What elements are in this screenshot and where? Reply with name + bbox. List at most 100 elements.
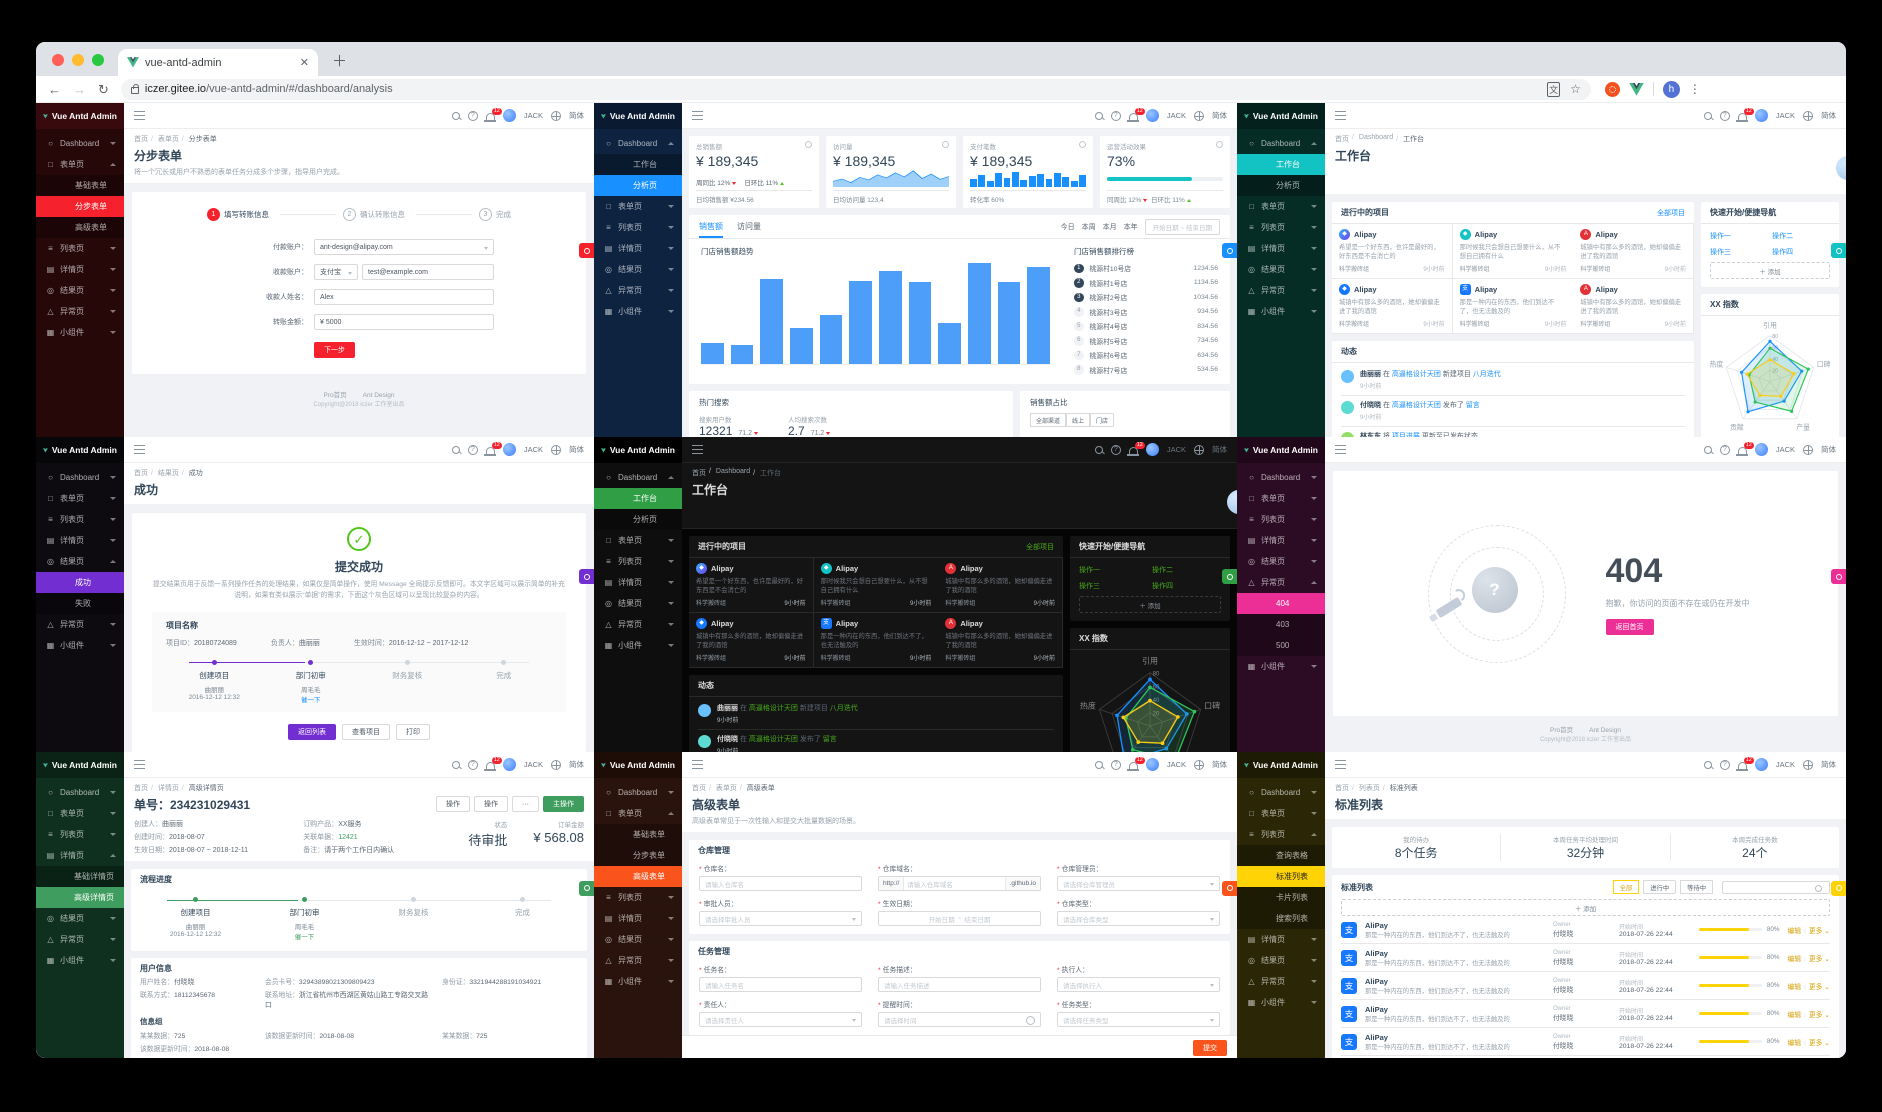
sidebar-item[interactable]: ◎ 结果页 bbox=[1237, 551, 1325, 572]
menu-collapse-icon[interactable] bbox=[692, 760, 703, 769]
sidebar-item[interactable]: ○ Dashboard bbox=[1237, 467, 1325, 488]
project-card[interactable]: 支 Alipay 那是一种内在的东西，他们到达不了，也无法触及的 科学搬砖组 9小时… bbox=[813, 613, 939, 668]
app-logo[interactable]: Vue Antd Admin bbox=[594, 437, 682, 463]
sidebar-item[interactable]: □ 表单页 bbox=[36, 154, 124, 175]
sidebar-item[interactable]: ▦ 小组件 bbox=[1237, 656, 1325, 677]
filter-waiting[interactable]: 等待中 bbox=[1680, 880, 1713, 894]
date-range-picker[interactable]: 开始日期 ~ 结束日期 bbox=[1144, 218, 1220, 235]
amount-input[interactable]: ¥ 5000 bbox=[314, 314, 494, 330]
sidebar-item[interactable]: ○ Dashboard bbox=[1237, 782, 1325, 803]
quick-link[interactable]: 操作四 bbox=[1152, 583, 1173, 590]
language-switch[interactable]: 简体 bbox=[569, 111, 584, 120]
help-icon[interactable]: ? bbox=[467, 759, 478, 770]
edit-link[interactable]: 编辑 bbox=[1787, 927, 1802, 935]
settings-gear[interactable] bbox=[579, 569, 594, 585]
globe-icon[interactable] bbox=[1194, 759, 1204, 770]
menu-collapse-icon[interactable] bbox=[134, 445, 145, 454]
settings-gear[interactable] bbox=[1222, 243, 1237, 259]
sidebar-item[interactable]: □ 表单页 bbox=[36, 488, 124, 509]
tab-sales[interactable]: 销售额 bbox=[699, 215, 723, 238]
sidebar-item[interactable]: ▤ 详情页 bbox=[1237, 530, 1325, 551]
field-input[interactable]: 请选择仓库类型 bbox=[1057, 911, 1220, 926]
project-card[interactable]: ◆ Alipay 那时候我只会想自己想要什么，从不想自己拥有什么 科学搬砖组 9小时… bbox=[813, 558, 939, 613]
project-card[interactable]: ◆ Alipay 希望是一个好东西，也许是最好的，好东西是不会消亡的 科学搬砖组 9… bbox=[689, 558, 814, 613]
edit-link[interactable]: 编辑 bbox=[1787, 955, 1802, 963]
print-button[interactable]: 打印 bbox=[396, 723, 430, 740]
field-input[interactable]: 请输入任务名 bbox=[699, 977, 862, 992]
address-bar[interactable]: iczer.gitee.io/vue-antd-admin/#/dashboar… bbox=[120, 78, 1591, 100]
sidebar-item[interactable]: □ 表单页 bbox=[594, 196, 682, 217]
edit-link[interactable]: 编辑 bbox=[1787, 1011, 1802, 1019]
globe-icon[interactable] bbox=[1803, 759, 1813, 770]
sidebar-item[interactable]: ◎ 结果页 bbox=[594, 259, 682, 280]
settings-gear[interactable] bbox=[1831, 880, 1846, 896]
payee-account-input[interactable]: test@example.com bbox=[362, 264, 494, 280]
field-input[interactable]: 请选择仓库管理员 bbox=[1057, 876, 1220, 891]
sidebar-item[interactable]: ◎ 结果页 bbox=[36, 280, 124, 301]
globe-icon[interactable] bbox=[1803, 110, 1813, 121]
globe-icon[interactable] bbox=[551, 444, 561, 455]
help-icon[interactable]: ? bbox=[1719, 444, 1730, 455]
search-icon[interactable] bbox=[451, 760, 460, 769]
search-icon[interactable] bbox=[1094, 111, 1103, 120]
sidebar-item[interactable]: 基础详情页 bbox=[36, 866, 124, 887]
sidebar-item[interactable]: ▤ 详情页 bbox=[594, 572, 682, 593]
browser-tab[interactable]: vue-antd-admin ✕ bbox=[118, 49, 318, 76]
avatar[interactable] bbox=[502, 758, 516, 771]
settings-gear[interactable] bbox=[579, 880, 594, 896]
settings-gear[interactable] bbox=[1222, 880, 1237, 896]
action-button[interactable]: 操作 bbox=[474, 796, 508, 812]
sidebar-item[interactable]: ▦ 小组件 bbox=[1237, 992, 1325, 1013]
help-icon[interactable]: ? bbox=[467, 444, 478, 455]
avatar[interactable] bbox=[502, 109, 516, 122]
globe-icon[interactable] bbox=[1194, 110, 1204, 121]
forward-button[interactable]: → bbox=[73, 81, 86, 97]
project-card[interactable]: A Alipay 城镇中有那么多的酒馆，她却偏偏走进了我的酒馆 科学搬砖组 9小时前 bbox=[1573, 279, 1694, 334]
menu-collapse-icon[interactable] bbox=[1335, 445, 1346, 454]
avatar[interactable] bbox=[1145, 109, 1159, 122]
sidebar-item[interactable]: ≡ 列表页 bbox=[36, 238, 124, 259]
minimize-window-button[interactable] bbox=[72, 54, 84, 66]
app-logo[interactable]: Vue Antd Admin bbox=[594, 103, 682, 129]
field-input[interactable]: 请选择时间 bbox=[878, 1012, 1041, 1027]
translate-icon[interactable]: 文 bbox=[1547, 81, 1561, 97]
project-card[interactable]: A Alipay 城镇中有那么多的酒馆，她却偏偏走进了我的酒馆 科学搬砖组 9小时前 bbox=[938, 613, 1063, 668]
close-window-button[interactable] bbox=[52, 54, 64, 66]
field-input[interactable]: 请输入任务描述 bbox=[878, 977, 1041, 992]
sidebar-item[interactable]: 高级详情页 bbox=[36, 887, 124, 908]
back-to-list-button[interactable]: 返回列表 bbox=[288, 723, 336, 740]
sidebar-item[interactable]: 基础表单 bbox=[36, 175, 124, 196]
field-input[interactable]: 请选择审批人员 bbox=[699, 911, 862, 926]
primary-action-button[interactable]: 主操作 bbox=[543, 796, 584, 812]
sidebar-item[interactable]: ≡ 列表页 bbox=[1237, 824, 1325, 845]
sidebar-item[interactable]: 分析页 bbox=[594, 509, 682, 530]
sidebar-item[interactable]: ○ Dashboard bbox=[36, 782, 124, 803]
filter-in-progress[interactable]: 进行中 bbox=[1643, 880, 1677, 894]
info-icon[interactable] bbox=[1079, 141, 1086, 148]
submit-button[interactable]: 提交 bbox=[1193, 1040, 1227, 1056]
quick-link[interactable]: 操作一 bbox=[1079, 567, 1100, 574]
sidebar-item[interactable]: □ 表单页 bbox=[1237, 488, 1325, 509]
sidebar-item[interactable]: △ 异常页 bbox=[36, 301, 124, 322]
project-card[interactable]: A Alipay 城镇中有那么多的酒馆，她却偏偏走进了我的酒馆 科学搬砖组 9小时前 bbox=[938, 558, 1063, 613]
sidebar-item[interactable]: 分析页 bbox=[594, 175, 682, 196]
edit-link[interactable]: 编辑 bbox=[1787, 983, 1802, 991]
quick-link[interactable]: 操作三 bbox=[1079, 583, 1100, 590]
sidebar-item[interactable]: □ 表单页 bbox=[1237, 196, 1325, 217]
globe-icon[interactable] bbox=[551, 110, 561, 121]
bell-icon[interactable]: 12 bbox=[1127, 107, 1145, 122]
language-switch[interactable]: 简体 bbox=[1212, 445, 1227, 454]
sidebar-item[interactable]: ▦ 小组件 bbox=[594, 971, 682, 992]
sidebar-item[interactable]: 搜索列表 bbox=[1237, 908, 1325, 929]
sidebar-item[interactable]: ▦ 小组件 bbox=[1237, 301, 1325, 322]
sidebar-item[interactable]: ▤ 详情页 bbox=[36, 259, 124, 280]
bell-icon[interactable]: 12 bbox=[484, 441, 502, 456]
more-link[interactable]: 更多 bbox=[1808, 927, 1823, 935]
app-logo[interactable]: Vue Antd Admin bbox=[1237, 103, 1325, 129]
bell-icon[interactable]: 12 bbox=[484, 756, 502, 771]
more-link[interactable]: 更多 bbox=[1808, 955, 1823, 963]
sidebar-item[interactable]: ○ Dashboard bbox=[594, 133, 682, 154]
range-link[interactable]: 本周 bbox=[1081, 223, 1096, 231]
channel-filter-button[interactable]: 全部渠道 bbox=[1030, 413, 1067, 427]
bell-icon[interactable]: 12 bbox=[1127, 756, 1145, 771]
